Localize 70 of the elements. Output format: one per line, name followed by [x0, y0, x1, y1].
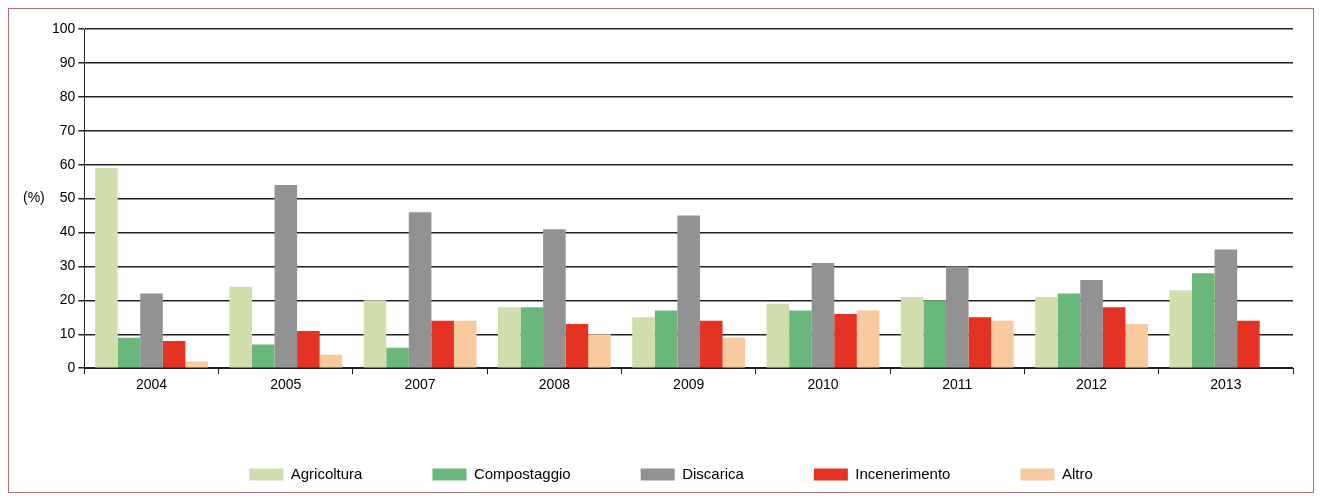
bar	[162, 341, 186, 368]
bar	[1035, 296, 1058, 368]
bar	[1102, 307, 1126, 368]
bar	[945, 266, 969, 368]
bar	[319, 354, 343, 368]
x-tick-label: 2009	[673, 376, 705, 393]
legend-label: Agricoltura	[290, 464, 364, 482]
legend-label: Compostaggio	[473, 464, 571, 482]
y-tick-label: 10	[59, 325, 76, 342]
bar	[923, 300, 946, 368]
legend-label: Altro	[1061, 464, 1093, 482]
y-tick-label: 30	[59, 257, 76, 274]
y-tick-label: 0	[67, 359, 76, 376]
y-tick-label: 60	[59, 155, 76, 172]
bar	[1125, 324, 1148, 368]
y-tick-label: 20	[59, 291, 76, 308]
y-tick-label: 90	[59, 53, 76, 70]
y-axis-title: (%)	[23, 189, 45, 206]
bar	[1169, 290, 1193, 368]
bar	[140, 293, 163, 368]
bar	[520, 307, 544, 368]
bar	[408, 212, 432, 368]
x-tick-label: 2004	[135, 376, 168, 393]
bar	[766, 303, 790, 368]
bar	[297, 330, 320, 368]
bar	[900, 296, 924, 368]
bar	[363, 300, 387, 368]
bar	[274, 185, 298, 368]
bar	[1080, 280, 1103, 368]
bar	[1214, 249, 1238, 368]
bar	[185, 361, 208, 368]
legend-label: Discarica	[682, 464, 745, 482]
bar	[95, 168, 118, 368]
bar	[117, 337, 141, 368]
bar	[677, 215, 700, 368]
bar	[632, 317, 655, 368]
bar	[497, 307, 521, 368]
bar	[699, 320, 723, 368]
bar	[588, 334, 611, 368]
bar	[991, 320, 1014, 368]
bar	[386, 347, 409, 368]
x-tick-label: 2007	[404, 376, 436, 393]
bar	[654, 310, 678, 368]
y-tick-label: 50	[59, 189, 76, 206]
y-tick-label: 40	[59, 223, 76, 240]
bar	[565, 324, 589, 368]
bar	[1192, 273, 1215, 368]
bar	[1237, 320, 1260, 368]
x-tick-label: 2010	[807, 376, 839, 393]
bar	[229, 286, 252, 368]
bar	[431, 320, 454, 368]
x-tick-label: 2005	[270, 376, 302, 393]
y-tick-label: 100	[52, 19, 76, 36]
bar	[856, 310, 880, 368]
bar	[834, 313, 857, 368]
bar	[968, 317, 992, 368]
bar	[811, 263, 835, 368]
bar	[453, 320, 477, 368]
x-tick-label: 2008	[538, 376, 571, 393]
y-tick-label: 80	[59, 87, 76, 104]
x-tick-label: 2012	[1075, 376, 1108, 393]
bar	[789, 310, 812, 368]
legend-label: Incenerimento	[855, 464, 951, 482]
x-tick-label: 2013	[1210, 376, 1242, 393]
bar	[251, 344, 275, 368]
y-tick-label: 70	[59, 121, 76, 138]
x-tick-label: 2011	[942, 376, 973, 393]
bar	[722, 337, 746, 368]
bar	[543, 229, 566, 368]
bar	[1057, 293, 1081, 368]
